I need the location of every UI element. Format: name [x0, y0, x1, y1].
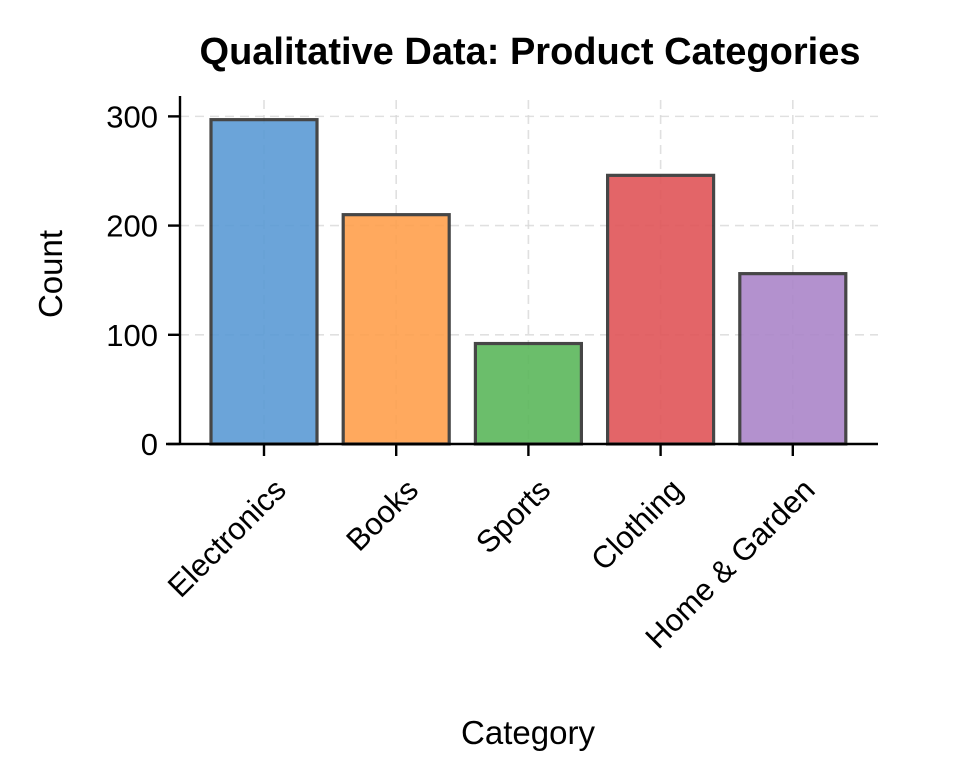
x-tick-label: Books: [339, 472, 425, 558]
bar-electronics: [209, 118, 319, 446]
axes: [166, 96, 878, 446]
y-tick-label: 0: [141, 427, 158, 462]
bar-sports: [473, 341, 583, 446]
x-tick-label: Sports: [469, 472, 557, 560]
bars: [209, 118, 848, 446]
chart-title: Qualitative Data: Product Categories: [200, 31, 861, 73]
x-axis-label: Category: [461, 714, 595, 751]
bar-clothing: [605, 173, 716, 446]
x-tick-label: Electronics: [161, 472, 293, 604]
y-tick-label: 100: [106, 318, 158, 353]
x-tick-label: Clothing: [584, 472, 689, 577]
y-axis-label: Count: [32, 230, 69, 318]
bar-home-garden: [738, 272, 848, 446]
y-ticks: 0 100 200 300: [106, 99, 180, 462]
y-tick-label: 200: [106, 209, 158, 244]
bar-books: [341, 213, 451, 446]
y-tick-label: 300: [106, 99, 158, 134]
